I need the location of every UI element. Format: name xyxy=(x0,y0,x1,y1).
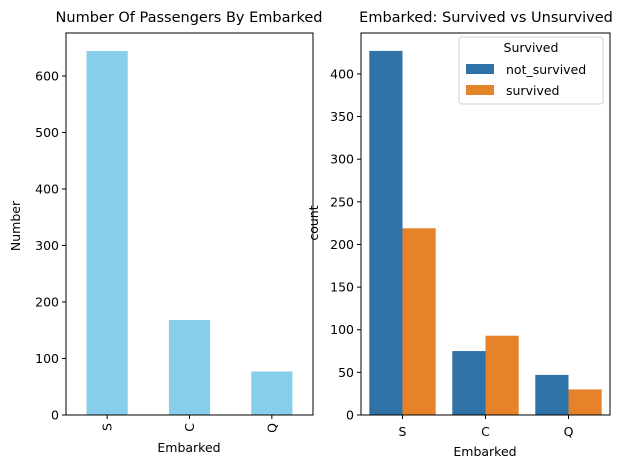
y-ticks: 0 50 100 150 200 250 300 350 400 xyxy=(330,66,361,423)
passengers-by-embarked-chart: Number Of Passengers By Embarked Number … xyxy=(8,10,322,455)
y-tick-label: 100 xyxy=(35,351,59,366)
plot-frame xyxy=(65,32,314,416)
x-tick-label: Q xyxy=(264,423,279,433)
y-tick-label: 50 xyxy=(338,365,354,380)
y-tick-label: 400 xyxy=(330,66,354,81)
y-tick-label: 200 xyxy=(330,237,354,252)
legend: Survived not_survived survived xyxy=(458,36,604,105)
y-tick-label: 500 xyxy=(35,125,59,140)
chart-title: Number Of Passengers By Embarked xyxy=(56,10,323,26)
y-tick-label: 400 xyxy=(35,181,59,196)
legend-title: Survived xyxy=(504,40,559,55)
y-tick-label: 300 xyxy=(35,238,59,253)
y-tick-label: 350 xyxy=(330,109,354,124)
bar-not_survived-Q xyxy=(535,374,569,415)
bar-Q xyxy=(251,371,293,415)
bar-survived-C xyxy=(485,335,519,415)
legend-swatch xyxy=(466,64,494,74)
x-tick-label: S xyxy=(100,423,115,431)
y-tick-label: 250 xyxy=(330,194,354,209)
y-tick-label: 0 xyxy=(51,408,59,423)
y-tick-label: 0 xyxy=(346,408,354,423)
y-tick-label: 150 xyxy=(330,280,354,295)
x-tick-label: C xyxy=(481,424,490,439)
legend-items: not_survived survived xyxy=(466,62,586,98)
y-axis-label: Number xyxy=(8,200,23,251)
chart-title: Embarked: Survived vs Unsurvived xyxy=(359,10,613,26)
x-tick-label: S xyxy=(399,424,407,439)
y-tick-label: 200 xyxy=(35,294,59,309)
x-axis-label: Embarked xyxy=(453,444,516,459)
y-axis-label: count xyxy=(306,205,321,240)
legend-box xyxy=(458,36,604,105)
legend-label: not_survived xyxy=(506,62,586,77)
x-axis-label: Embarked xyxy=(157,440,220,455)
bar-survived-S xyxy=(402,228,436,415)
x-tick-label: Q xyxy=(564,424,574,439)
bars xyxy=(369,50,602,415)
legend-swatch xyxy=(466,85,494,95)
bar-survived-Q xyxy=(568,389,602,415)
bar-not_survived-C xyxy=(452,351,486,415)
bars xyxy=(86,51,293,416)
y-tick-label: 600 xyxy=(35,68,59,83)
bar-S xyxy=(86,51,128,416)
legend-label: survived xyxy=(506,83,559,98)
y-tick-label: 300 xyxy=(330,152,354,167)
bar-C xyxy=(168,320,211,415)
x-tick-label: C xyxy=(182,423,197,432)
bar-not_survived-S xyxy=(369,50,403,415)
y-ticks: 0 100 200 300 400 500 600 xyxy=(35,68,66,423)
y-tick-label: 100 xyxy=(330,322,354,337)
plot-frame xyxy=(360,32,611,416)
survival-by-embarked-chart: Embarked: Survived vs Unsurvived count E… xyxy=(306,10,613,459)
